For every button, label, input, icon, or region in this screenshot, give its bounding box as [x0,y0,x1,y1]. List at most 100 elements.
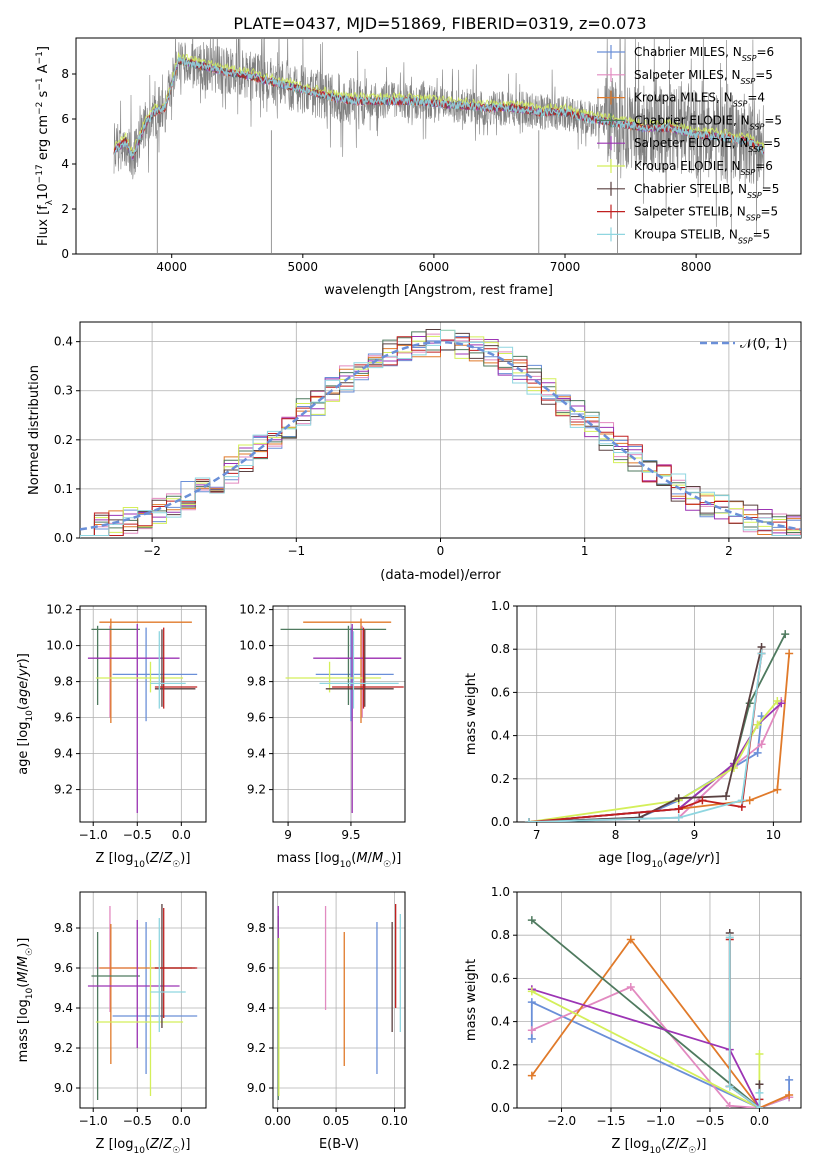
x-tick-label: −0.5 [123,1114,152,1128]
weight-series-line [531,937,790,1108]
weight-point-marker [527,998,536,1007]
weight-point-marker [753,748,762,757]
model-spectrum-line [113,55,765,158]
weight-point-marker [674,794,683,803]
x-tick-label: 7 [533,828,541,842]
legend-label: Kroupa MILES, NSSP=4 [634,91,765,109]
y-axis-label: mass weight [464,673,479,755]
x-axis-label: wavelength [Angstrom, rest frame] [324,283,553,298]
x-tick-label: 0 [437,544,445,558]
weight-point-marker [626,935,635,944]
weight-point-marker [753,720,762,729]
y-tick-label: 9.2 [247,1041,266,1055]
axes-frame [516,891,802,1109]
x-tick-label: −1.0 [79,828,108,842]
axes-frame [272,891,406,1109]
weight-point-marker [755,1088,764,1097]
weight-point-marker [785,1075,794,1084]
x-tick-label: −0.5 [123,828,152,842]
y-tick-label: 0.3 [54,384,73,398]
figure-title: PLATE=0437, MJD=51869, FIBERID=0319, z=0… [233,14,646,33]
y-tick-label: 1.0 [491,599,510,613]
weight-point-marker [745,796,754,805]
weight-point-marker [674,805,683,814]
y-tick-label: 1.0 [491,885,510,899]
y-tick-label: 0.1 [54,482,73,496]
y-tick-label: 0.2 [491,772,510,786]
y-tick-label: 0 [61,247,69,261]
y-tick-label: 9.4 [247,747,266,761]
weight-point-marker [785,1091,794,1100]
y-tick-label: 9.4 [247,1001,266,1015]
x-tick-label: 0.00 [264,1114,291,1128]
legend-label: Kroupa STELIB, NSSP=5 [634,227,770,245]
axes-spectrum: 4000 5000 6000 7000 8000 0 2 4 6 8 wavelength [Ang… [35,37,802,298]
x-axis-label: age [log10(age/yr)] [598,851,720,870]
y-tick-label: 0.6 [491,685,510,699]
y-tick-label: 0.4 [491,1015,510,1029]
axes-frame [79,605,207,823]
weight-point-marker [785,649,794,658]
x-tick-label: −2 [143,544,161,558]
histogram-series [80,329,801,538]
y-tick-label: 0.0 [54,531,73,545]
weight-point-marker [524,818,533,822]
weight-point-marker [635,813,644,822]
weight-plot-area [524,630,794,822]
weight-point-marker [527,1026,536,1035]
weight-point-marker [626,983,635,992]
weight-point-marker [725,933,734,942]
x-tick-label: 8 [612,828,620,842]
y-tick-label: 9.6 [247,961,266,975]
x-axis-label: Z [log10(Z/Z☉)] [612,1137,707,1156]
errorbar-plot-area [87,618,198,813]
x-tick-label: 0.0 [750,1114,769,1128]
model-spectrum-line [113,52,765,156]
x-tick-label: −1 [287,544,305,558]
y-axis-label: mass [log10(M/M☉)] [16,938,35,1063]
errorbar-plot-area [87,904,198,1100]
weight-point-marker [527,987,536,996]
spectrum-plot-area [113,38,765,254]
y-tick-label: 9.4 [54,747,73,761]
y-tick-label: 9.8 [247,675,266,689]
axes-frame [272,605,406,823]
weight-series-line [528,653,763,822]
x-tick-label: 2 [725,544,733,558]
y-tick-label: 8 [61,67,69,81]
weight-point-marker [674,813,683,822]
x-tick-label: −1.5 [596,1114,625,1128]
y-tick-label: 0.4 [54,335,73,349]
errorbar-plot-area [277,904,401,1100]
y-tick-label: 6 [61,112,69,126]
spectrum-legend: Chabrier MILES, NSSP=6 Salpeter MILES, NS… [597,45,782,245]
x-tick-label: −1.0 [646,1114,675,1128]
normal-curve [80,340,801,531]
weight-point-marker [737,796,746,805]
x-tick-label: 7000 [550,260,581,274]
x-tick-label: 9 [691,828,699,842]
axes-mass-vs-ebv: 0.00 0.05 0.10 9.0 9.2 9.4 9.6 9.8 E(B-V) [247,891,408,1152]
weight-point-marker [757,649,766,658]
histogram-plot-area [80,329,801,538]
y-tick-label: 0.0 [491,1101,510,1115]
y-tick-label: 9.0 [247,1081,266,1095]
y-tick-label: 0.2 [54,433,73,447]
y-tick-label: 9.8 [247,921,266,935]
y-tick-label: 0.2 [491,1058,510,1072]
x-tick-label: −2.0 [547,1114,576,1128]
x-tick-label: 8000 [681,260,712,274]
x-tick-label: 9.5 [341,828,360,842]
y-tick-label: 9.2 [247,783,266,797]
legend-label: Salpeter MILES, NSSP=5 [634,68,773,86]
axes-weight-vs-Z: −2.0 −1.5 −1.0 −0.5 0.0 0.0 0.2 0.4 0.6 0.8 1.0 Z [… [464,885,802,1156]
y-tick-label: 10.2 [46,603,73,617]
weight-point-marker [773,785,782,794]
legend-label: Kroupa ELODIE, NSSP=6 [634,159,773,177]
y-axis-label: mass weight [464,959,479,1041]
weight-point-marker [527,1071,536,1080]
x-tick-label: 1 [581,544,589,558]
y-axis-label: Flux [fλ10−17 erg cm−2 s−1 A−1] [35,46,55,246]
weight-point-marker [527,916,536,925]
